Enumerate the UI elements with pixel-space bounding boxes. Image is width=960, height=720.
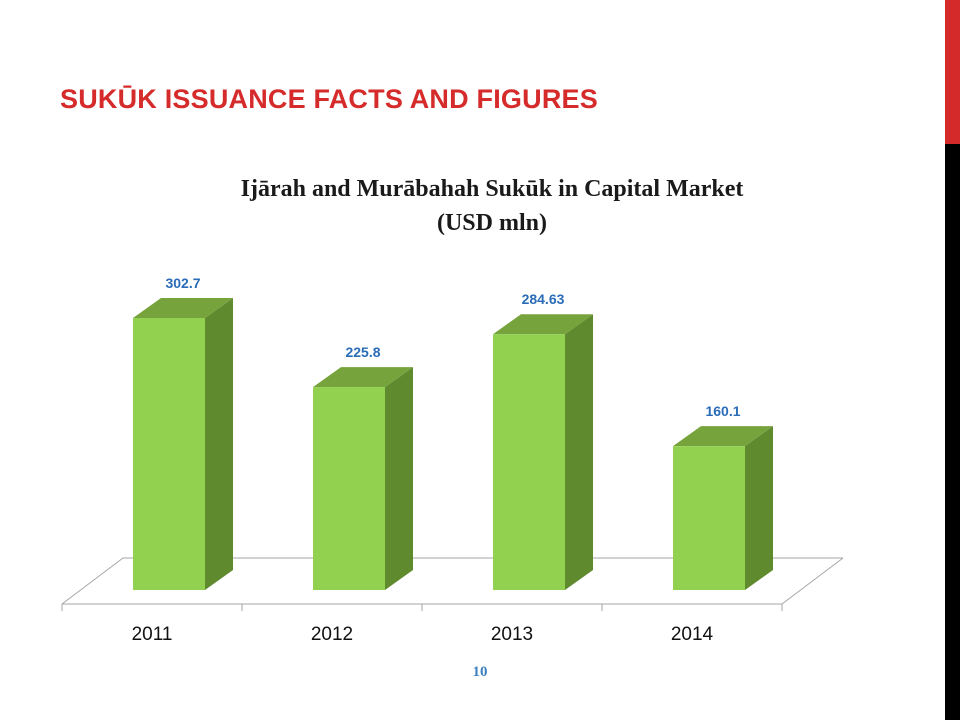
- bar-side-2012: [385, 367, 413, 590]
- side-accent-bar-red: [945, 0, 960, 144]
- bar-front-2014: [673, 446, 745, 590]
- tick-label-2011: 2011: [132, 624, 173, 645]
- x-axis-tick-labels: 2011 2012 2013 2014: [132, 624, 714, 645]
- page-number: 10: [472, 664, 488, 680]
- bar-2011: [133, 298, 233, 590]
- data-label-2013: 284.63: [522, 291, 565, 307]
- data-label-2012: 225.8: [345, 344, 380, 360]
- bar-top-2013: [493, 314, 593, 335]
- bar-side-2011: [205, 298, 233, 590]
- bar-front-2013: [493, 334, 565, 590]
- tick-label-2013: 2013: [491, 624, 533, 645]
- bar-side-2013: [565, 314, 593, 590]
- bar-2012: [313, 367, 413, 590]
- bar-chart: Ijārah and Murābahah Sukūk in Capital Ma…: [61, 176, 844, 645]
- slide-title: SUKŪK ISSUANCE FACTS AND FIGURES: [60, 84, 598, 114]
- bar-front-2011: [133, 318, 205, 590]
- side-accent-bar-black: [945, 144, 960, 720]
- chart-title-line-2: (USD mln): [437, 210, 547, 236]
- data-label-2011: 302.7: [165, 275, 200, 291]
- bar-series: 302.7 225.8 284.63 160.1: [133, 275, 773, 590]
- data-label-2014: 160.1: [705, 403, 740, 419]
- tick-label-2012: 2012: [311, 624, 353, 645]
- chart-title-line-1: Ijārah and Murābahah Sukūk in Capital Ma…: [241, 176, 744, 202]
- bar-top-2011: [133, 298, 233, 318]
- bar-top-2014: [673, 426, 773, 447]
- bar-2014: [673, 426, 773, 590]
- bar-top-2012: [313, 367, 413, 388]
- bar-front-2012: [313, 387, 385, 590]
- bar-side-2014: [745, 426, 773, 590]
- bar-2013: [493, 314, 593, 590]
- tick-label-2014: 2014: [671, 624, 714, 645]
